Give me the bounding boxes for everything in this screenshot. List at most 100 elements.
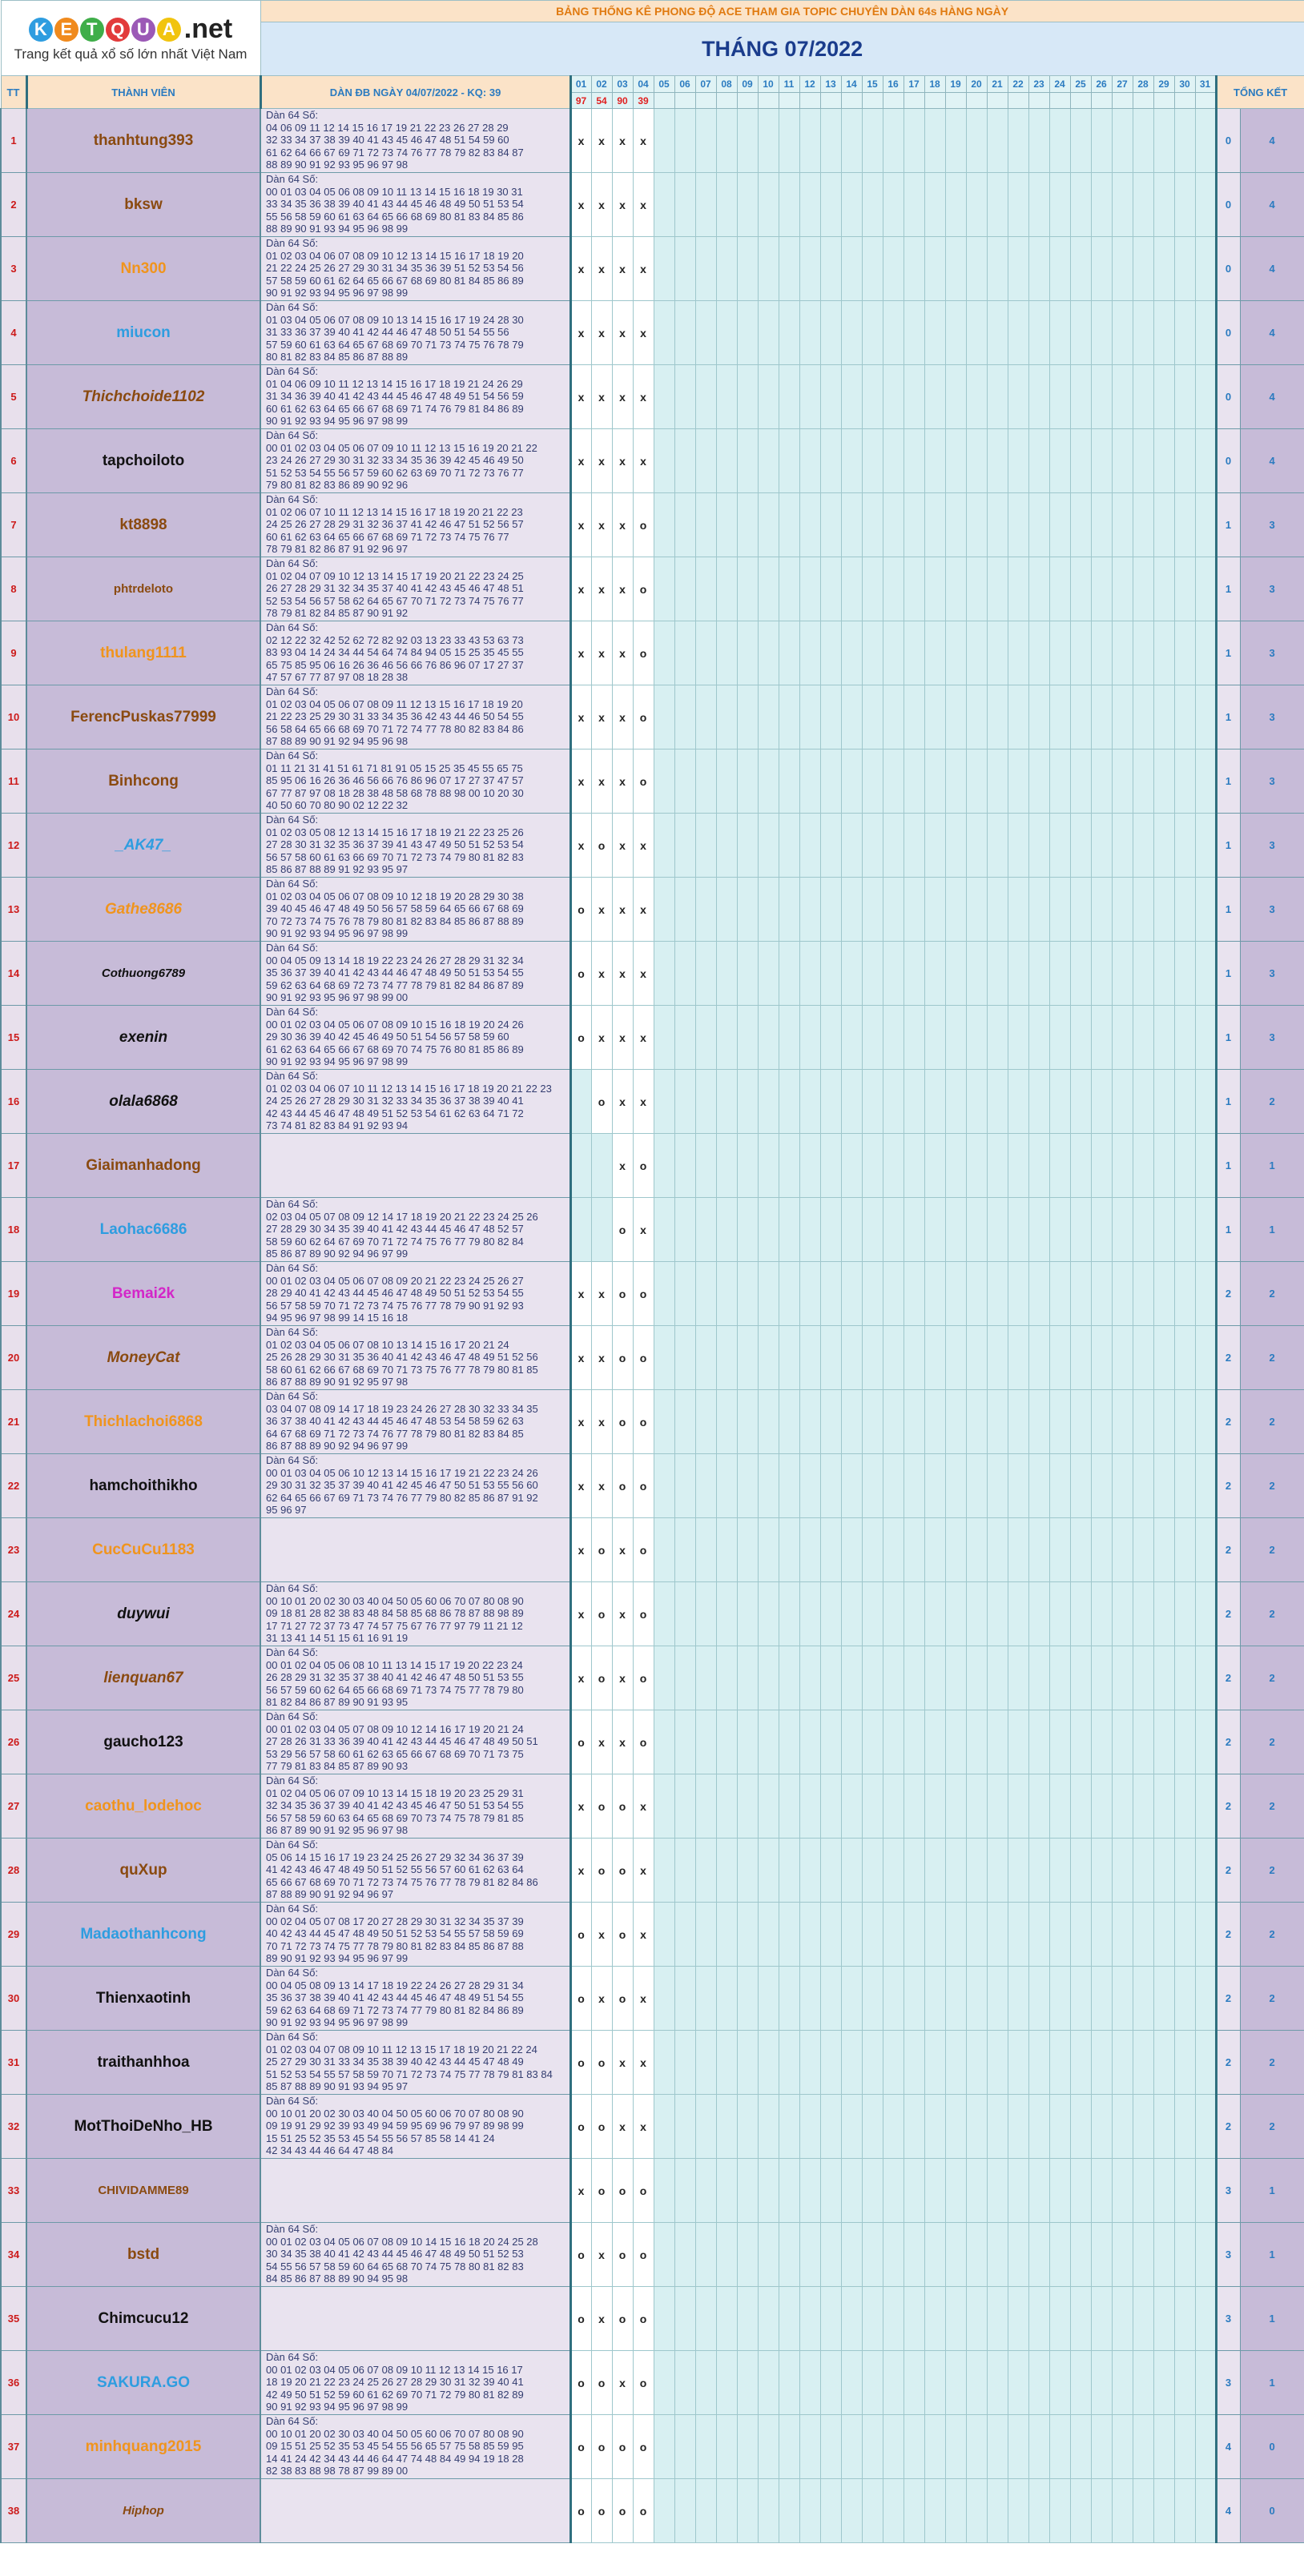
member-name[interactable]: Nn300 — [25, 236, 262, 301]
member-name[interactable]: FerencPuskas77999 — [25, 685, 262, 749]
member-name[interactable]: caothu_lodehoc — [25, 1774, 262, 1839]
member-name[interactable]: phtrdeloto — [25, 557, 262, 621]
day-empty-cell — [799, 172, 821, 237]
dan-line: 53 29 56 57 58 60 61 62 63 65 66 67 68 6… — [266, 1747, 524, 1760]
day-empty-cell — [819, 2286, 842, 2351]
member-name[interactable]: MotThoiDeNho_HB — [25, 2094, 262, 2159]
day-empty-cell — [653, 1902, 675, 1967]
member-name[interactable]: SAKURA.GO — [25, 2350, 262, 2415]
dan-line: 09 15 51 25 52 35 53 45 54 55 56 65 57 7… — [266, 2440, 524, 2452]
day-empty-cell — [799, 1710, 821, 1774]
day-empty-cell — [1090, 2158, 1113, 2223]
member-name[interactable]: miucon — [25, 300, 262, 365]
day-empty-cell — [903, 300, 925, 365]
total-miss: 4 — [1239, 300, 1304, 365]
day-empty-cell — [965, 1838, 988, 1903]
day-empty-cell — [1090, 1133, 1113, 1198]
day-empty-cell — [715, 1517, 738, 1582]
day-empty-cell — [736, 1581, 759, 1646]
dan-line: 00 01 02 03 04 05 06 07 08 09 20 21 22 2… — [266, 1274, 524, 1287]
dan-label: Dàn 64 Số: — [266, 1967, 319, 1979]
site-logo[interactable]: K E T Q U A .net Trang kết quả xổ số lớn nhất … — [0, 0, 261, 76]
member-name[interactable]: CHIVIDAMME89 — [25, 2158, 262, 2223]
day-empty-cell — [799, 749, 821, 814]
day-empty-cell — [965, 1197, 988, 1262]
member-name[interactable]: duywui — [25, 1581, 262, 1646]
member-name[interactable]: olala6868 — [25, 1069, 262, 1134]
member-name[interactable]: lienquan67 — [25, 1646, 262, 1710]
member-name[interactable]: Hiphop — [25, 2478, 262, 2543]
member-name[interactable]: MoneyCat — [25, 1325, 262, 1390]
member-name[interactable]: gaucho123 — [25, 1710, 262, 1774]
member-row: 20 MoneyCat Dàn 64 Số: 01 02 03 04 05 06 07… — [0, 1325, 1304, 1390]
dan-numbers: Dàn 64 Số: 01 02 04 07 09 10 12 13 14 15 … — [260, 557, 572, 621]
day-empty-cell — [1069, 1197, 1092, 1262]
day-empty-cell — [1111, 2414, 1133, 2479]
member-name[interactable]: minhquang2015 — [25, 2414, 262, 2479]
member-name[interactable]: Bemai2k — [25, 1261, 262, 1326]
day-empty-cell — [903, 1517, 925, 1582]
member-name[interactable]: Laohac6686 — [25, 1197, 262, 1262]
member-name[interactable]: Giaimanhadong — [25, 1133, 262, 1198]
member-name[interactable]: thanhtung393 — [25, 108, 262, 173]
day-empty-cell — [1194, 2222, 1217, 2287]
day-empty-cell — [1069, 1838, 1092, 1903]
day-empty-cell — [924, 300, 946, 365]
day-empty-cell — [986, 428, 1008, 493]
member-name[interactable]: hamchoithikho — [25, 1453, 262, 1518]
day-empty-cell — [986, 1581, 1008, 1646]
member-name[interactable]: Chimcucu12 — [25, 2286, 262, 2351]
member-name[interactable]: quXup — [25, 1838, 262, 1903]
day-empty-cell — [757, 492, 779, 557]
member-name[interactable]: Thichchoide1102 — [25, 364, 262, 429]
day-empty-cell — [1173, 492, 1196, 557]
day-empty-cell — [840, 941, 863, 1006]
day-empty-cell — [1028, 1069, 1050, 1134]
day-empty-cell — [1173, 877, 1196, 942]
member-name[interactable]: Thienxaotinh — [25, 1966, 262, 2031]
day-empty-cell — [736, 1902, 759, 1967]
day-empty-cell — [924, 2286, 946, 2351]
day-empty-cell — [965, 492, 988, 557]
day-empty-cell — [1048, 1517, 1071, 1582]
day-empty-cell — [1090, 2286, 1113, 2351]
day-empty-cell — [799, 1325, 821, 1390]
member-name[interactable]: traithanhhoa — [25, 2030, 262, 2095]
member-name[interactable]: Madaothanhcong — [25, 1902, 262, 1967]
day-empty-cell — [861, 2414, 883, 2479]
day-result-mark: o — [590, 813, 613, 878]
dan-line: 00 01 02 03 04 05 06 07 08 09 10 14 15 1… — [266, 2235, 538, 2248]
member-name[interactable]: kt8898 — [25, 492, 262, 557]
dan-label: Dàn 64 Số: — [266, 942, 319, 954]
day-empty-cell — [903, 2094, 925, 2159]
day-empty-cell — [965, 300, 988, 365]
member-name[interactable]: Thichlachoi6868 — [25, 1389, 262, 1454]
day-empty-cell — [1048, 557, 1071, 621]
member-name[interactable]: _AK47_ — [25, 813, 262, 878]
member-name[interactable]: thulang1111 — [25, 621, 262, 685]
day-empty-cell — [882, 1133, 904, 1198]
member-name[interactable]: bstd — [25, 2222, 262, 2287]
dan-label: Dàn 64 Số: — [266, 814, 319, 826]
total-miss: 0 — [1239, 2478, 1304, 2543]
day-empty-cell — [944, 1325, 967, 1390]
member-name[interactable]: bksw — [25, 172, 262, 237]
day-result-mark: x — [590, 1453, 613, 1518]
dan-line: 59 62 63 64 68 69 72 73 74 77 78 79 81 8… — [266, 979, 524, 991]
member-name[interactable]: Gathe8686 — [25, 877, 262, 942]
member-name[interactable]: Cothuong6789 — [25, 941, 262, 1006]
member-name[interactable]: tapchoiloto — [25, 428, 262, 493]
day-empty-cell — [1090, 685, 1113, 749]
day-empty-cell — [1007, 1325, 1029, 1390]
member-name[interactable]: CucCuCu1183 — [25, 1517, 262, 1582]
day-empty-cell — [965, 1966, 988, 2031]
member-name[interactable]: Binhcong — [25, 749, 262, 814]
day-empty-cell — [986, 2094, 1008, 2159]
day-empty-cell — [674, 1966, 696, 2031]
member-name[interactable]: exenin — [25, 1005, 262, 1070]
day-empty-cell — [965, 2286, 988, 2351]
dan-line: 01 02 03 04 07 08 09 10 11 12 13 15 17 1… — [266, 2043, 537, 2056]
day-empty-cell — [819, 428, 842, 493]
row-number: 28 — [0, 1838, 27, 1903]
day-empty-cell — [1028, 1133, 1050, 1198]
